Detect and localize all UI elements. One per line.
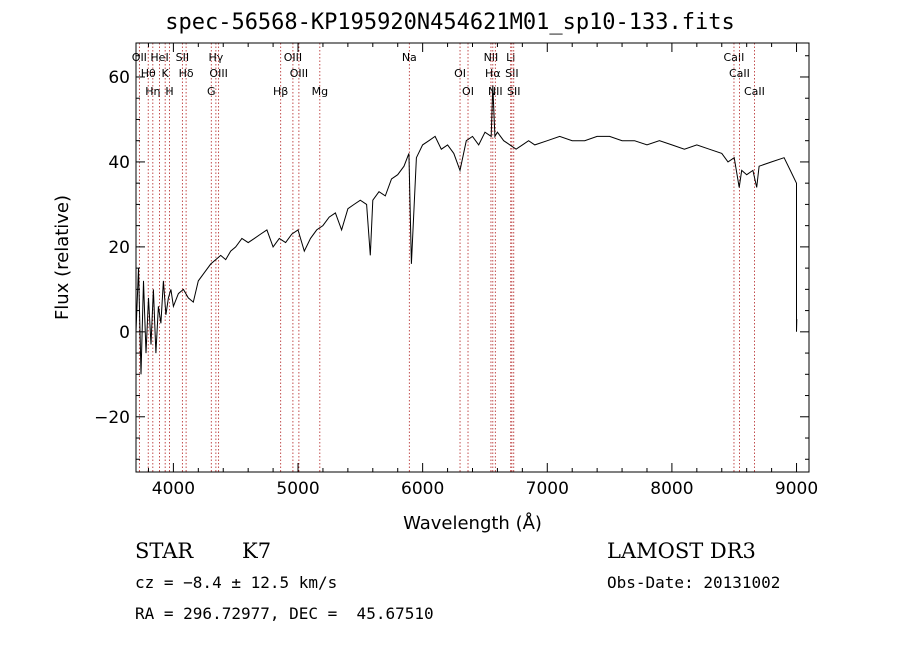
class-label: STAR <box>135 539 194 563</box>
x-tick-label: 9000 <box>775 479 818 499</box>
line-label: SII <box>505 67 518 80</box>
line-label: HeI <box>150 51 168 64</box>
line-label: Hη <box>145 85 160 98</box>
coords-text: RA = 296.72977, DEC = 45.67510 <box>135 604 434 623</box>
line-label: Hβ <box>273 85 288 98</box>
y-axis-label: Flux (relative) <box>52 195 73 320</box>
ticks: 4000 5000 6000 7000 8000 9000 −20 0 20 40 60 <box>94 43 818 499</box>
redshift-text: cz = −8.4 ± 12.5 km/s <box>135 573 338 592</box>
x-tick-label: 4000 <box>152 479 195 499</box>
y-tick-label: −20 <box>94 408 130 428</box>
line-markers: OIIHθHηHeIKHSIIHδGHγOIIIHβOIIIOIIIMgNaOI… <box>132 43 765 472</box>
plot-frame <box>135 42 810 473</box>
line-label: NII <box>484 51 499 64</box>
line-label: G <box>207 85 216 98</box>
plot-title: spec-56568-KP195920N454621M01_sp10-133.f… <box>165 10 735 35</box>
line-label: Hα <box>485 67 501 80</box>
line-label: Li <box>506 51 515 64</box>
line-label: OIII <box>284 51 302 64</box>
line-label: Mg <box>312 85 328 98</box>
y-tick-label: 40 <box>108 153 130 173</box>
line-label: OIII <box>209 67 227 80</box>
line-label: Hθ <box>141 67 156 80</box>
y-tick-label: 60 <box>108 68 130 88</box>
line-label: NII <box>488 85 503 98</box>
survey-label: LAMOST DR3 <box>607 539 756 563</box>
subclass-label: K7 <box>242 539 272 563</box>
series-layer <box>135 85 798 375</box>
line-label: Na <box>402 51 417 64</box>
line-label: Hγ <box>208 51 223 64</box>
line-label: OI <box>462 85 474 98</box>
series-line <box>135 85 798 375</box>
line-label: H <box>165 85 173 98</box>
line-label: Hδ <box>179 67 194 80</box>
y-tick-label: 0 <box>119 323 130 343</box>
line-label: OII <box>132 51 147 64</box>
line-label: OI <box>454 67 466 80</box>
obs-date-text: Obs-Date: 20131002 <box>607 573 781 592</box>
x-tick-label: 5000 <box>276 479 319 499</box>
line-label: CaII <box>729 67 750 80</box>
x-tick-label: 7000 <box>526 479 569 499</box>
line-label: CaII <box>744 85 765 98</box>
line-label: K <box>162 67 170 80</box>
line-label: CaII <box>724 51 745 64</box>
line-label: SII <box>507 85 520 98</box>
x-tick-label: 8000 <box>650 479 693 499</box>
line-label: OIII <box>290 67 308 80</box>
x-axis-label: Wavelength (Å) <box>403 512 542 534</box>
line-label: SII <box>176 51 189 64</box>
y-tick-label: 20 <box>108 238 130 258</box>
x-tick-label: 6000 <box>401 479 444 499</box>
